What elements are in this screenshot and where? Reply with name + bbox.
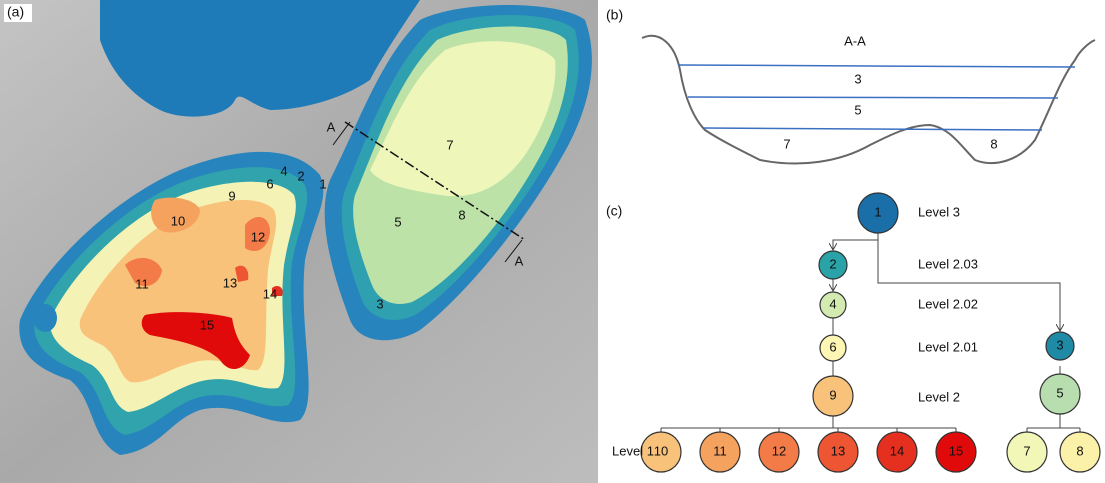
section-mark: A <box>327 119 336 134</box>
node-label: 12 <box>772 443 786 458</box>
level-label: Level 1 <box>612 443 654 458</box>
map-label: 5 <box>394 214 401 229</box>
level-label: Level 3 <box>918 204 960 219</box>
map-label: 1 <box>319 176 326 191</box>
map-label: 3 <box>376 296 383 311</box>
cross-section <box>642 36 1095 164</box>
map-label: 14 <box>263 286 277 301</box>
map-label: 12 <box>251 229 265 244</box>
figure: (a)(b)(c)123456789101112131415AAA-A35781… <box>0 0 1105 483</box>
node-label: 6 <box>829 339 836 354</box>
map-label: 15 <box>200 317 214 332</box>
map-label: 7 <box>446 137 453 152</box>
node-label: 11 <box>713 443 727 458</box>
panel-label: (b) <box>606 7 623 23</box>
map-label: 6 <box>266 176 273 191</box>
section-label: 8 <box>990 136 997 151</box>
node-label: 8 <box>1076 443 1083 458</box>
level-label: Level 2.03 <box>918 256 978 271</box>
section-label: 7 <box>783 136 790 151</box>
map-label: 2 <box>297 168 304 183</box>
level-label: Level 2.02 <box>918 296 978 311</box>
section-label: 3 <box>854 71 861 86</box>
map-label: 11 <box>135 276 149 291</box>
map-label: 4 <box>280 163 287 178</box>
level-label: Level 2.01 <box>918 339 978 354</box>
node-label: 2 <box>829 256 836 271</box>
map-label: 10 <box>171 213 185 228</box>
section-title: A-A <box>844 33 866 48</box>
panel-label: (a) <box>7 4 24 20</box>
node-label: 9 <box>829 387 836 402</box>
level-label: Level 2 <box>918 389 960 404</box>
node-label: 15 <box>949 443 963 458</box>
node-label: 10 <box>654 443 668 458</box>
node-label: 4 <box>829 296 836 311</box>
map-panel <box>0 0 598 483</box>
section-label: 5 <box>854 102 861 117</box>
node-label: 1 <box>874 204 881 219</box>
node-label: 13 <box>831 443 845 458</box>
map-label: 13 <box>223 275 237 290</box>
map-label: 9 <box>228 188 235 203</box>
hierarchy-tree <box>661 233 1080 432</box>
map-label: 8 <box>458 207 465 222</box>
node-label: 5 <box>1056 385 1063 400</box>
section-mark: A <box>515 253 524 268</box>
node-label: 14 <box>890 443 904 458</box>
panel-label: (c) <box>606 203 622 219</box>
node-label: 3 <box>1056 337 1063 352</box>
node-label: 7 <box>1023 443 1030 458</box>
